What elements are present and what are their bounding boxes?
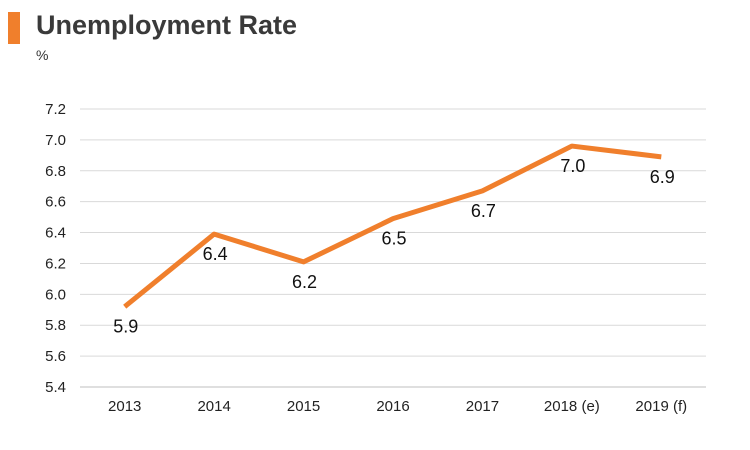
x-tick-label: 2015 [287, 398, 320, 415]
unit-label: % [36, 47, 49, 63]
y-axis-ticks: 5.4 5.6 5.8 6.0 6.2 6.4 6.6 6.8 7.0 7.2 [45, 101, 66, 396]
gridlines [80, 108, 706, 388]
x-axis-ticks: 2013 2014 2015 2016 2017 2018 (e) 2019 (f) [108, 398, 687, 415]
x-tick-label: 2014 [197, 398, 230, 415]
y-tick-label: 6.8 [45, 163, 66, 180]
y-tick-label: 7.2 [45, 101, 66, 118]
data-label: 6.2 [292, 272, 317, 292]
data-label: 6.9 [650, 167, 675, 187]
series-line [123, 143, 662, 309]
y-tick-label: 6.4 [45, 225, 66, 242]
chart-title: Unemployment Rate [36, 10, 298, 40]
x-tick-label: 2018 (e) [544, 398, 600, 415]
data-label: 6.5 [381, 229, 406, 249]
y-tick-label: 5.6 [45, 348, 66, 365]
y-tick-label: 5.8 [45, 317, 66, 334]
data-label: 5.9 [113, 317, 138, 337]
y-tick-label: 6.6 [45, 194, 66, 211]
series-line-path [123, 143, 662, 309]
y-tick-label: 6.2 [45, 255, 66, 272]
data-label: 6.4 [203, 244, 228, 264]
y-tick-label: 7.0 [45, 132, 66, 149]
data-labels: 5.9 6.4 6.2 6.5 6.7 7.0 6.9 [113, 156, 675, 337]
data-label: 7.0 [560, 156, 585, 176]
x-tick-label: 2016 [376, 398, 409, 415]
y-tick-label: 5.4 [45, 379, 66, 396]
x-tick-label: 2013 [108, 398, 141, 415]
y-tick-label: 6.0 [45, 286, 66, 303]
title-accent-bar [8, 12, 20, 44]
x-tick-label: 2017 [466, 398, 499, 415]
data-label: 6.7 [471, 201, 496, 221]
x-tick-label: 2019 (f) [635, 398, 687, 415]
